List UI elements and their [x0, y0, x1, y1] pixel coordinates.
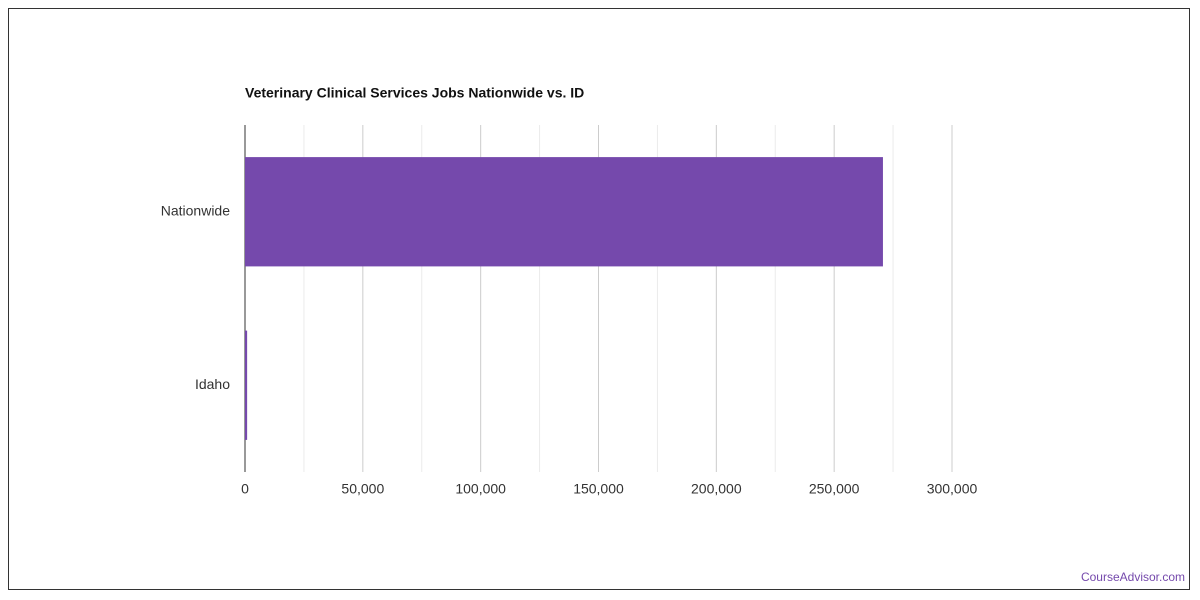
x-tick-label: 150,000	[573, 481, 624, 497]
x-tick-label: 200,000	[691, 481, 742, 497]
chart-title: Veterinary Clinical Services Jobs Nation…	[245, 85, 584, 101]
x-tick-label: 100,000	[455, 481, 506, 497]
x-tick-label: 50,000	[341, 481, 384, 497]
x-tick-label: 250,000	[809, 481, 860, 497]
x-tick-label: 0	[241, 481, 249, 497]
bar	[245, 330, 248, 440]
y-tick-label: Nationwide	[161, 202, 230, 218]
x-tick-label: 300,000	[927, 481, 978, 497]
y-tick-label: Idaho	[195, 376, 230, 392]
bar	[245, 157, 883, 267]
source-link[interactable]: CourseAdvisor.com	[1081, 570, 1185, 584]
